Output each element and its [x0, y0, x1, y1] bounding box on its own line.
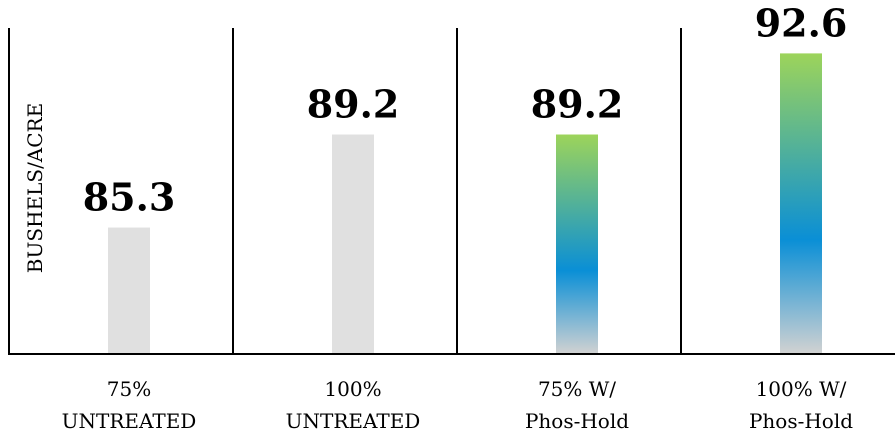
category-label-line: 100%: [324, 377, 381, 401]
category-label-line: UNTREATED: [286, 409, 421, 433]
category-dividers: [8, 28, 682, 354]
bars: [108, 53, 822, 355]
category-label-line: Phos-Hold: [749, 409, 853, 433]
y-axis-label: BUSHELS/ACRE: [23, 103, 47, 273]
bar-1: [108, 227, 150, 354]
category-label-2: 100% UNTREATED: [286, 377, 421, 433]
value-label-2: 89.2: [307, 82, 400, 127]
category-labels: 75% UNTREATED 100% UNTREATED 75% W/Phos-Hold…: [62, 377, 854, 433]
value-labels: 85.3 89.2 89.2 92.6: [83, 0, 848, 219]
value-label-1: 85.3: [83, 175, 176, 220]
value-label-4: 92.6: [755, 0, 848, 45]
category-label-line: 75%: [107, 377, 151, 401]
category-label-line: 100% W/: [756, 377, 847, 401]
category-label-line: UNTREATED: [62, 409, 197, 433]
category-label-3: 75% W/Phos-Hold: [525, 377, 629, 433]
category-label-line: Phos-Hold: [525, 409, 629, 433]
bar-2: [332, 134, 374, 354]
value-label-3: 89.2: [531, 82, 624, 127]
bar-3: [556, 134, 598, 354]
category-label-1: 75% UNTREATED: [62, 377, 197, 433]
bar-4: [780, 53, 822, 355]
category-label-line: 75% W/: [538, 377, 616, 401]
category-label-4: 100% W/Phos-Hold: [749, 377, 853, 433]
